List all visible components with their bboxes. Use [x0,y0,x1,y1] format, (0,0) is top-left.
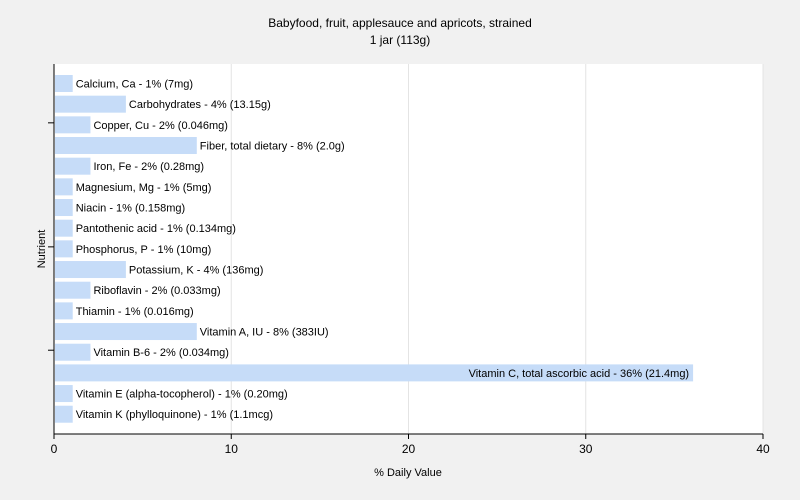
y-axis-ticks [48,122,54,351]
bar [55,75,73,92]
bar-label: Pantothenic acid - 1% (0.134mg) [76,223,236,235]
bar [55,157,91,175]
bar-label: Calcium, Ca - 1% (7mg) [76,79,193,91]
x-axis-ticks: 0 10 20 30 40 [51,434,770,456]
bar [55,405,73,423]
x-tick-label: 30 [579,442,593,456]
bar [55,364,694,382]
y-axis-title: Nutrient [36,230,48,269]
x-tick-label: 10 [225,442,239,456]
bar [55,199,73,217]
bar [55,240,73,258]
bar-label: Iron, Fe - 2% (0.28mg) [93,161,204,173]
bar-label: Magnesium, Mg - 1% (5mg) [76,182,212,194]
bar-labels: Calcium, Ca - 1% (7mg) Carbohydrates - 4%… [76,79,689,422]
bar-label: Phosphorus, P - 1% (10mg) [76,244,212,256]
bar [55,116,91,134]
bar-label: Niacin - 1% (0.158mg) [76,203,185,215]
bar-label: Carbohydrates - 4% (13.15g) [129,99,271,111]
bar-label: Thiamin - 1% (0.016mg) [76,306,194,318]
bar [55,95,126,113]
bar-label: Fiber, total dietary - 8% (2.0g) [200,141,345,153]
bar-label: Vitamin A, IU - 8% (383IU) [200,327,329,339]
chart-subtitle: 1 jar (113g) [370,33,430,47]
bar [55,137,197,155]
bars [55,75,694,423]
bar-label: Vitamin E (alpha-tocopherol) - 1% (0.20m… [76,389,288,401]
bar-label: Copper, Cu - 2% (0.046mg) [93,120,228,132]
x-tick-label: 40 [756,442,770,456]
bar [55,302,73,320]
bar [55,343,91,361]
x-tick-label: 0 [51,442,58,456]
bar-label: Potassium, K - 4% (136mg) [129,265,264,277]
bar [55,178,73,196]
bar-label: Riboflavin - 2% (0.033mg) [93,285,220,297]
x-tick-label: 20 [402,442,416,456]
bar [55,281,91,299]
bar-label: Vitamin B-6 - 2% (0.034mg) [93,347,229,359]
bar-label: Vitamin K (phylloquinone) - 1% (1.1mcg) [76,409,273,421]
bar [55,385,73,403]
bar [55,261,126,279]
chart-title: Babyfood, fruit, applesauce and apricots… [268,16,532,30]
bar [55,219,73,237]
x-axis-title: % Daily Value [374,467,442,479]
bar-label: Vitamin C, total ascorbic acid - 36% (21… [469,368,690,380]
bar [55,323,197,341]
